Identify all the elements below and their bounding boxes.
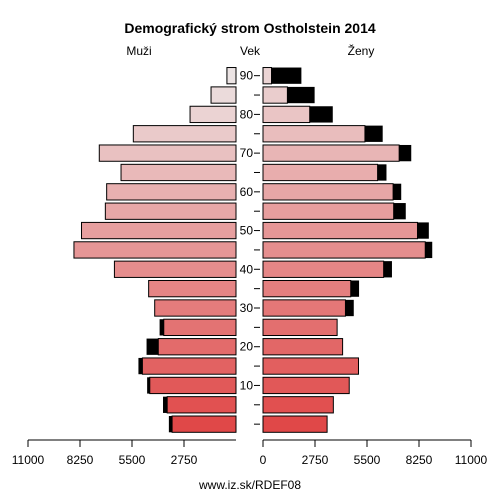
male-excess-age-15 xyxy=(138,357,143,375)
chart-title: Demografický strom Ostholstein 2014 xyxy=(124,20,376,36)
female-bar-age-70 xyxy=(262,144,400,162)
female-bar-age-75 xyxy=(262,125,366,143)
age-label-80: 80 xyxy=(240,107,254,121)
male-bar-age-85 xyxy=(210,86,237,104)
male-bar-age-35 xyxy=(148,279,237,298)
age-label-70: 70 xyxy=(240,146,254,160)
male-excess-age-5 xyxy=(163,396,168,413)
age-label-60: 60 xyxy=(240,185,254,199)
female-excess-age-80 xyxy=(309,106,333,123)
male-excess-age-25 xyxy=(159,319,164,336)
female-excess-age-55 xyxy=(393,203,406,220)
left-series-label: Muži xyxy=(126,44,151,58)
female-bar-age-80 xyxy=(262,105,311,124)
male-excess-age-10 xyxy=(147,377,150,394)
male-bar-age-75 xyxy=(132,125,237,143)
female-bar-age-5 xyxy=(262,396,334,414)
male-bar-age-70 xyxy=(98,144,237,162)
age-label-30: 30 xyxy=(240,301,254,315)
female-bar-age-50 xyxy=(262,221,418,240)
axes-group: 11000 8250 5500 2750 0 2750 5500 8250 11000 10 20 3… xyxy=(12,69,488,467)
male-bar-age-40 xyxy=(113,260,237,278)
male-bar-age-5 xyxy=(166,396,237,414)
male-bar-age-20 xyxy=(157,338,237,356)
female-excess-age-65 xyxy=(377,164,387,181)
male-bar-age-50 xyxy=(81,221,237,240)
female-excess-age-70 xyxy=(399,144,412,162)
age-label-90: 90 xyxy=(240,69,254,83)
female-excess-age-40 xyxy=(383,261,392,278)
male-excess-age-0 xyxy=(168,416,173,433)
female-bar-age-90 xyxy=(262,67,273,85)
female-bar-age-55 xyxy=(262,202,395,220)
age-label-10: 10 xyxy=(240,378,254,392)
male-bar-age-60 xyxy=(106,183,237,201)
female-excess-age-75 xyxy=(364,125,383,142)
female-bar-age-25 xyxy=(262,318,338,337)
male-bar-age-55 xyxy=(104,202,237,220)
age-label-40: 40 xyxy=(240,262,254,276)
male-bar-age-30 xyxy=(154,299,237,317)
female-excess-age-35 xyxy=(350,280,360,297)
female-excess-age-60 xyxy=(393,183,402,200)
male-bar-age-25 xyxy=(163,318,237,337)
female-bar-age-65 xyxy=(262,163,379,182)
female-bar-age-35 xyxy=(262,279,352,298)
age-label-50: 50 xyxy=(240,224,254,238)
male-excess-age-20 xyxy=(146,338,159,355)
right-series-label: Ženy xyxy=(348,43,375,58)
x-tick-label-0: 11000 xyxy=(12,453,45,467)
female-bar-age-0 xyxy=(262,415,328,433)
x-tick-label-5: 2750 xyxy=(302,453,329,467)
female-bar-age-30 xyxy=(262,299,346,317)
female-excess-age-30 xyxy=(345,299,354,317)
female-bar-age-85 xyxy=(262,86,288,104)
female-excess-age-90 xyxy=(271,67,302,84)
female-bar-age-45 xyxy=(262,241,426,259)
female-excess-age-50 xyxy=(417,222,429,239)
center-axis-label: Vek xyxy=(240,44,261,58)
female-bar-age-10 xyxy=(262,376,350,395)
male-bar-age-10 xyxy=(149,376,237,395)
male-bar-age-0 xyxy=(171,415,237,433)
female-excess-age-85 xyxy=(287,86,315,104)
male-bar-age-15 xyxy=(141,357,237,375)
female-bar-age-15 xyxy=(262,357,359,375)
x-tick-label-3: 2750 xyxy=(171,453,198,467)
x-tick-label-4: 0 xyxy=(260,453,267,467)
x-tick-label-8: 11000 xyxy=(455,453,488,467)
x-tick-label-6: 5500 xyxy=(354,453,381,467)
age-label-20: 20 xyxy=(240,340,254,354)
source-label: www.iz.sk/RDEF08 xyxy=(198,478,301,492)
female-bar-age-20 xyxy=(262,338,344,356)
x-tick-label-7: 8250 xyxy=(406,453,433,467)
x-tick-label-2: 5500 xyxy=(119,453,146,467)
female-excess-age-45 xyxy=(425,241,433,259)
x-tick-label-1: 8250 xyxy=(67,453,94,467)
male-bar-age-45 xyxy=(73,241,237,259)
bars-group xyxy=(73,67,433,433)
female-bar-age-40 xyxy=(262,260,385,278)
male-bar-age-65 xyxy=(120,163,237,182)
male-bar-age-80 xyxy=(189,105,237,124)
female-bar-age-60 xyxy=(262,183,394,201)
male-bar-age-90 xyxy=(226,67,237,85)
